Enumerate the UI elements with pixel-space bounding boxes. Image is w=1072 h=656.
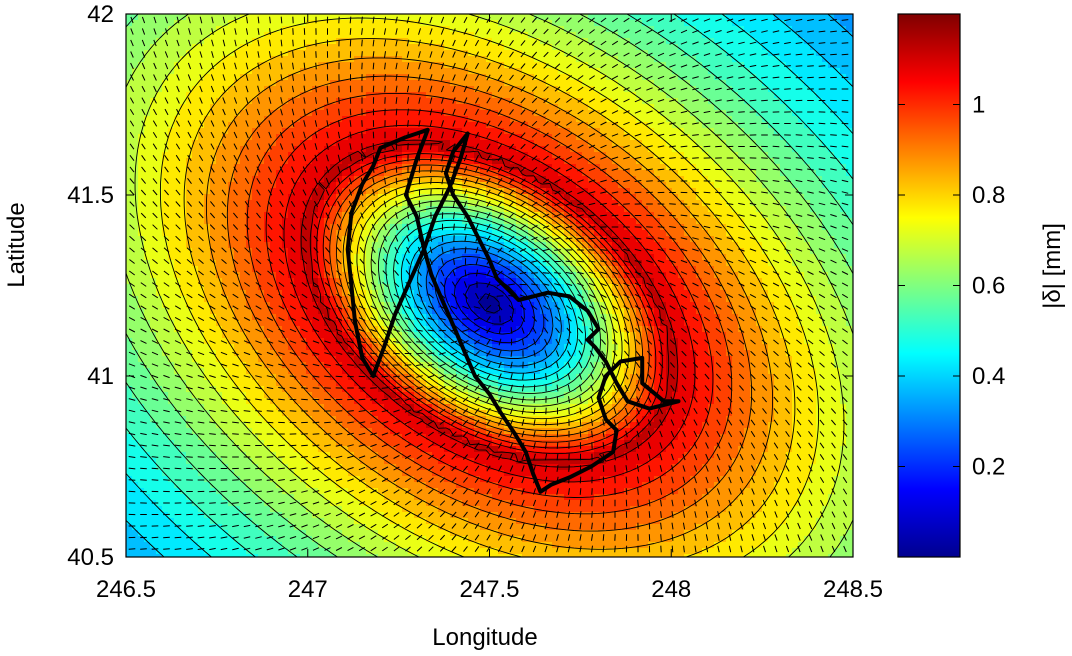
y-tick-label: 42: [87, 1, 114, 28]
contour-line: [134, 14, 845, 557]
contour-line: [126, 14, 853, 557]
contour-line: [425, 248, 554, 359]
contour-line: [465, 282, 514, 325]
colorbar-gradient: [897, 13, 961, 558]
colorbar-label: |δ| [mm]: [1039, 223, 1066, 309]
y-axis-ticks: 40.5 41 41.5 42: [67, 1, 853, 571]
x-tick-label: 248.5: [823, 576, 883, 603]
x-axis-label: Longitude: [432, 624, 537, 651]
contour-line: [126, 14, 853, 557]
contour-line: [265, 109, 714, 498]
y-tick-label: 40.5: [67, 544, 114, 571]
colorbar-tick-label: 0.4: [972, 363, 1005, 390]
y-axis-label: Latitude: [3, 202, 30, 287]
colorbar-tick-label: 0.2: [972, 454, 1005, 481]
lake-outline: [345, 127, 681, 494]
contour-line: [205, 57, 774, 550]
y-tick-label: 41: [87, 363, 114, 390]
colorbar-tick-label: 1: [972, 92, 985, 119]
x-axis-ticks: 246.5 247 247.5 248 248.5: [96, 14, 883, 603]
y-tick-label: 41.5: [67, 182, 114, 209]
x-tick-label: 247.5: [459, 576, 519, 603]
colorbar-tick-label: 0.8: [972, 182, 1005, 209]
colorbar-ticks: 0.2 0.4 0.6 0.8 1: [898, 92, 1005, 481]
plot-area: 246.5 247 247.5 248 248.5 40.5 41 41.5 42: [67, 1, 883, 603]
contour-line: [444, 264, 536, 344]
colorbar-tick-label: 0.6: [972, 273, 1005, 300]
colorbar: 0.2 0.4 0.6 0.8 1 |δ| [mm]: [897, 13, 1066, 558]
contour-fill-layer: [126, 14, 853, 557]
outline-layer: [345, 127, 681, 494]
x-tick-label: 247: [288, 576, 328, 603]
x-tick-label: 248: [651, 576, 691, 603]
x-tick-label: 246.5: [96, 576, 156, 603]
